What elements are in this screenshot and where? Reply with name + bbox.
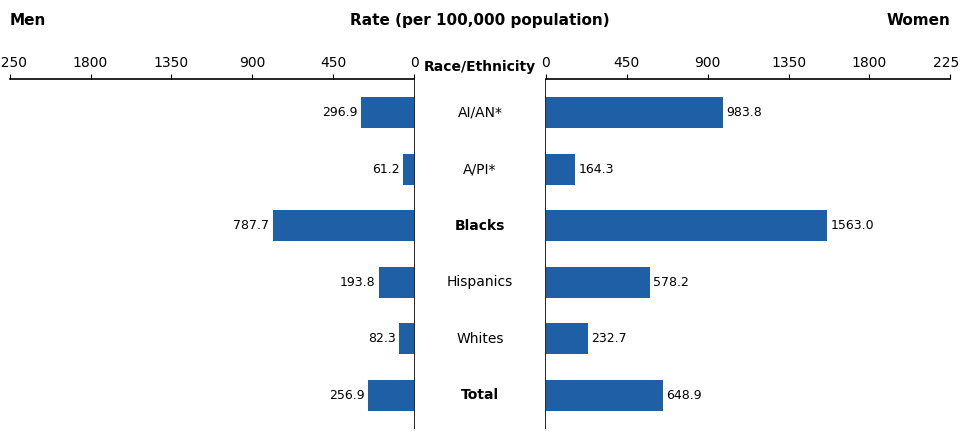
- Bar: [546, 323, 588, 354]
- Text: AI/AN*: AI/AN*: [458, 106, 502, 120]
- Text: Total: Total: [461, 389, 499, 403]
- Text: 232.7: 232.7: [591, 332, 627, 345]
- Bar: [546, 210, 827, 241]
- Bar: [273, 210, 414, 241]
- Text: 648.9: 648.9: [666, 389, 702, 402]
- Text: 82.3: 82.3: [368, 332, 396, 345]
- Text: 296.9: 296.9: [322, 106, 357, 119]
- Text: 578.2: 578.2: [654, 276, 689, 289]
- Text: Women: Women: [886, 13, 950, 28]
- Bar: [379, 267, 414, 298]
- Text: 193.8: 193.8: [340, 276, 375, 289]
- Text: 983.8: 983.8: [727, 106, 762, 119]
- Text: Men: Men: [10, 13, 46, 28]
- Text: A/PI*: A/PI*: [464, 162, 496, 176]
- Text: Race/Ethnicity: Race/Ethnicity: [424, 60, 536, 74]
- Text: Rate (per 100,000 population): Rate (per 100,000 population): [350, 13, 610, 28]
- Text: 787.7: 787.7: [233, 219, 269, 232]
- Bar: [361, 97, 414, 128]
- Text: Hispanics: Hispanics: [446, 276, 514, 289]
- Bar: [368, 380, 414, 411]
- Bar: [546, 97, 723, 128]
- Bar: [403, 154, 414, 185]
- Text: Blacks: Blacks: [455, 219, 505, 233]
- Bar: [399, 323, 414, 354]
- Text: Whites: Whites: [456, 332, 504, 346]
- Bar: [546, 267, 650, 298]
- Bar: [546, 380, 662, 411]
- Text: 61.2: 61.2: [372, 163, 399, 176]
- Text: 164.3: 164.3: [579, 163, 614, 176]
- Bar: [546, 154, 575, 185]
- Text: 1563.0: 1563.0: [830, 219, 875, 232]
- Text: 256.9: 256.9: [328, 389, 365, 402]
